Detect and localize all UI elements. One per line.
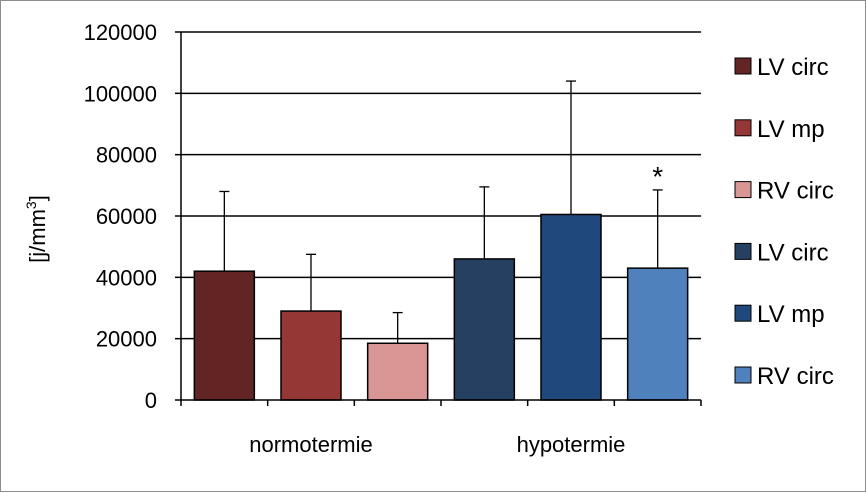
legend-label: LV mp <box>757 301 825 328</box>
legend-label: RV circ <box>757 178 834 205</box>
y-tick-label: 60000 <box>96 204 157 229</box>
legend-label: RV circ <box>757 363 834 390</box>
legend-label: LV circ <box>757 54 829 81</box>
legend-swatch <box>734 242 752 260</box>
gridlines <box>181 31 701 340</box>
legend-swatch <box>734 119 752 137</box>
legend-swatch <box>734 181 752 199</box>
y-tick-label: 40000 <box>96 265 157 290</box>
x-category-label: hypotermie <box>517 432 626 457</box>
bar <box>280 310 342 401</box>
legend-label: LV circ <box>757 239 829 266</box>
x-category-label: normotermie <box>249 432 372 457</box>
bar <box>540 213 602 401</box>
y-tick-label: 80000 <box>96 143 157 168</box>
legend-swatch <box>734 57 752 75</box>
bars: * <box>193 80 689 401</box>
y-tick-label: 0 <box>145 388 157 413</box>
y-tick-label: 100000 <box>84 81 157 106</box>
legend-swatch <box>734 304 752 322</box>
bar <box>453 258 516 401</box>
legend-swatch <box>734 366 752 384</box>
axes: 0 20000 40000 60000 80000 100000 120000 normote… <box>84 20 702 457</box>
bar <box>626 267 689 401</box>
y-axis-title-main: [j/mm <box>25 209 50 263</box>
legend: LV circ LV mp RV circ LV circ LV mp RV circ <box>734 54 834 390</box>
y-axis-title-end: ] <box>25 195 50 201</box>
y-tick-label: 120000 <box>84 20 157 45</box>
y-axis-title: [j/mm3] <box>23 195 50 263</box>
bar <box>366 342 429 401</box>
y-axis-title-superscript: 3 <box>23 201 39 209</box>
y-tick-label: 20000 <box>96 327 157 352</box>
legend-label: LV mp <box>757 116 825 143</box>
bar <box>193 270 256 401</box>
significance-marker: * <box>652 161 663 192</box>
